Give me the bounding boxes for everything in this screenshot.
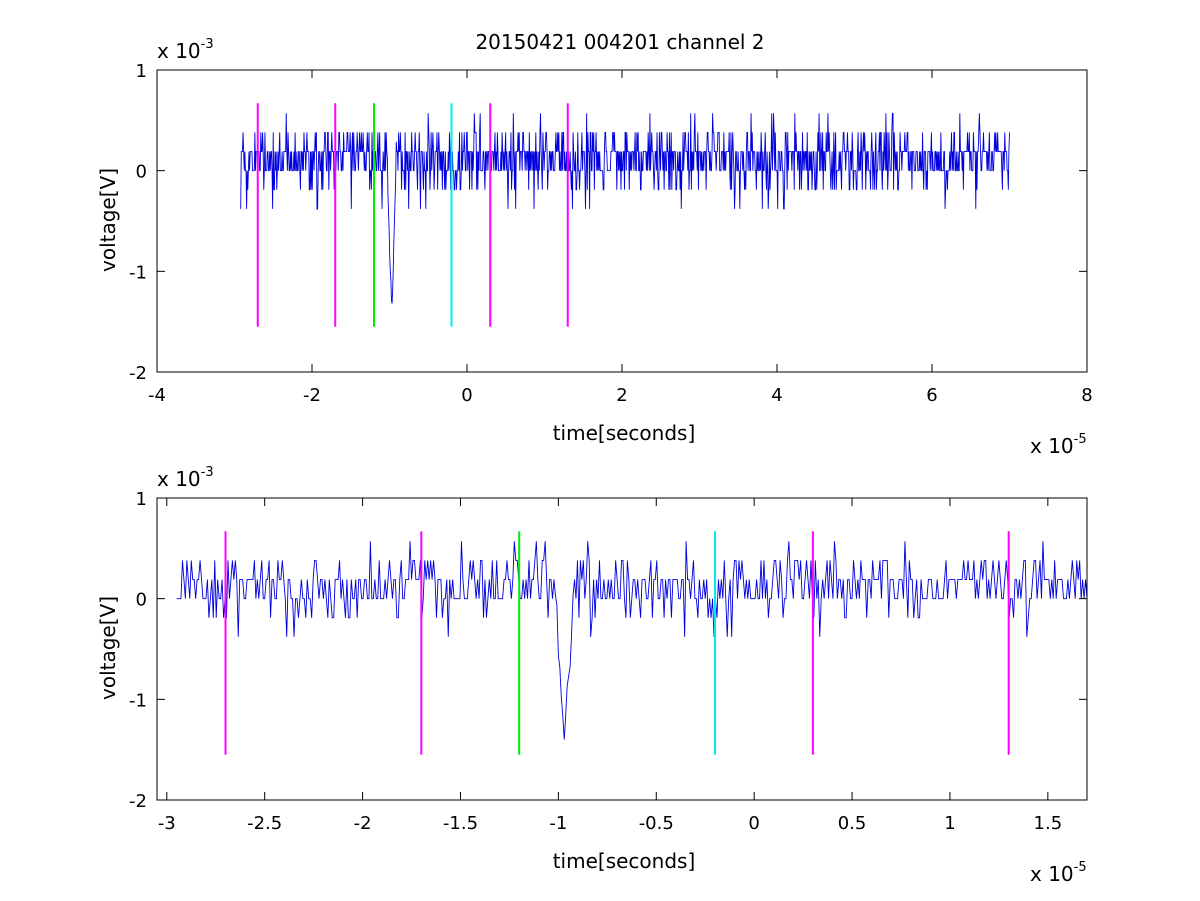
x-exponent-base: x 10	[1030, 434, 1074, 458]
y-tick-label: -2	[129, 791, 147, 812]
bottom-plot: -3 -2.5 -2 -1.5 -1 -0.5 0 0.5 1 1.5 -2 -1 0 1 time[sec…	[96, 465, 1088, 886]
y-tick-label: -1	[129, 262, 147, 283]
x-tick-label: 0.5	[838, 813, 867, 834]
x-tick-label: 8	[1081, 385, 1092, 406]
x-tick-label: 2	[616, 385, 627, 406]
x-axis-label: time[seconds]	[553, 421, 696, 445]
axes-box	[156, 497, 1088, 801]
axes-box	[156, 69, 1088, 373]
chart-title: 20150421 004201 channel 2	[475, 30, 764, 54]
y-exponent-power: -3	[201, 465, 214, 480]
x-exponent-power: -5	[1074, 432, 1087, 447]
signal-trace	[176, 541, 1088, 740]
y-axis-label: voltage[V]	[96, 596, 120, 700]
y-exponent-base: x 10	[157, 39, 201, 63]
x-tick-label: -3	[158, 813, 176, 834]
x-tick-label: -0.5	[639, 813, 674, 834]
x-tick-label: 0	[748, 813, 759, 834]
x-tick-label: -2	[303, 385, 321, 406]
x-tick-label: 1.5	[1034, 813, 1063, 834]
x-tick-label: -2	[354, 813, 372, 834]
y-exponent-power: -3	[201, 37, 214, 52]
x-tick-label: -4	[148, 385, 166, 406]
x-tick-label: -2.5	[247, 813, 282, 834]
x-exponent-power: -5	[1074, 860, 1087, 875]
y-exponent-base: x 10	[157, 467, 201, 491]
top-plot: -4 -2 0 2 4 6 8-2-101time[seconds]voltage[V]x …	[96, 37, 1093, 458]
x-tick-label: 4	[771, 385, 782, 406]
y-tick-label: 0	[136, 590, 147, 611]
y-tick-label: -1	[129, 690, 147, 711]
x-tick-label: -1	[549, 813, 567, 834]
x-tick-label: 0	[461, 385, 472, 406]
x-exponent-base: x 10	[1030, 862, 1074, 886]
x-tick-label: 6	[926, 385, 937, 406]
x-axis-exponent: x 10-5	[1030, 432, 1087, 458]
y-axis-exponent: x 10-3	[157, 37, 214, 63]
y-axis-exponent: x 10-3	[157, 465, 214, 491]
y-tick-label: 1	[136, 61, 147, 82]
x-axis-label: time[seconds]	[553, 849, 696, 873]
y-axis-label: voltage[V]	[96, 168, 120, 272]
y-tick-label: 1	[136, 489, 147, 510]
y-tick-label: -2	[129, 363, 147, 384]
x-tick-label: 1	[944, 813, 955, 834]
signal-trace	[240, 112, 1010, 304]
x-axis-exponent: x 10-5	[1030, 860, 1087, 886]
y-tick-label: 0	[136, 162, 147, 183]
x-tick-label: -1.5	[443, 813, 478, 834]
